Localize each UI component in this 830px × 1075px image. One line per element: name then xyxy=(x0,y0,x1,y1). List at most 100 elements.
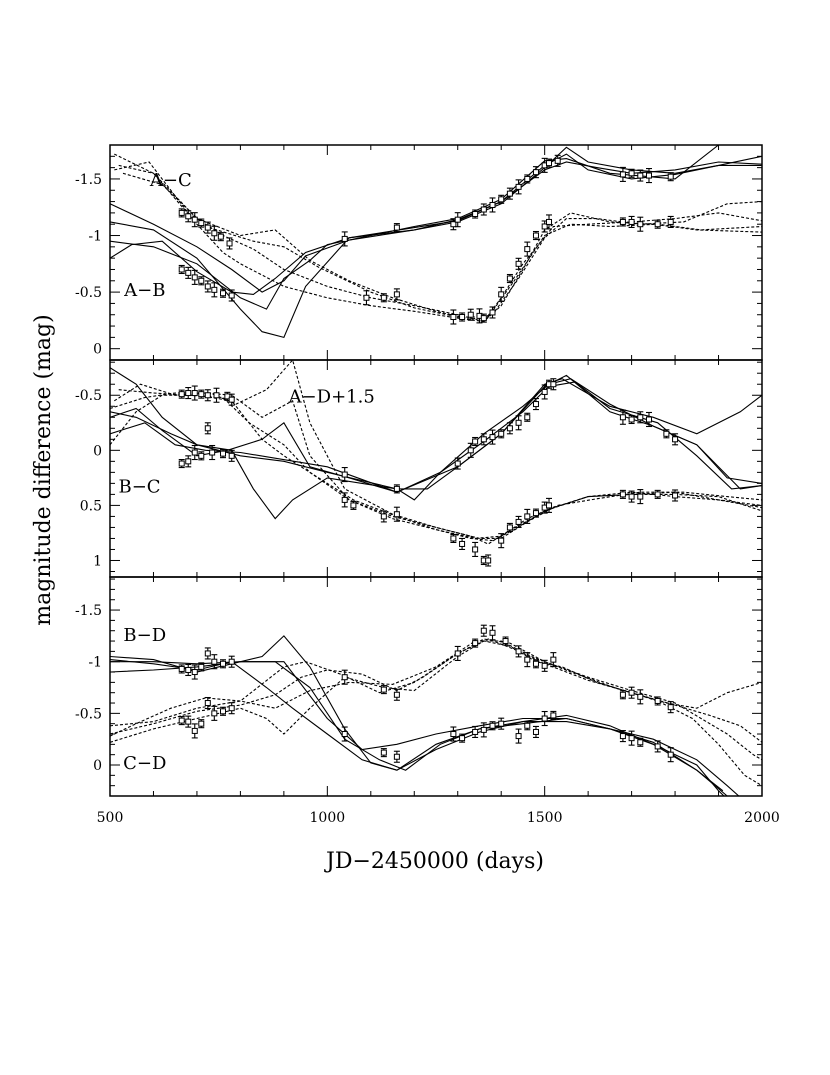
data-point xyxy=(191,669,198,676)
data-point xyxy=(515,733,522,740)
data-point xyxy=(341,235,348,242)
data-point xyxy=(550,656,557,663)
model-curve-solid xyxy=(110,381,762,501)
data-point xyxy=(226,240,233,247)
data-point xyxy=(541,662,548,669)
data-point xyxy=(204,392,211,399)
data-point xyxy=(450,221,457,228)
data-point xyxy=(619,491,626,498)
data-point xyxy=(532,660,539,667)
data-point xyxy=(459,735,466,742)
data-point xyxy=(209,449,216,456)
panel-plot-area xyxy=(110,360,762,567)
y-tick-label: 0 xyxy=(93,342,102,358)
data-point xyxy=(191,390,198,397)
data-point xyxy=(667,173,674,180)
data-point xyxy=(380,513,387,520)
data-point xyxy=(224,393,231,400)
data-point xyxy=(204,283,211,290)
data-point xyxy=(185,666,192,673)
data-point xyxy=(393,753,400,760)
panel-bottom: -1.5 -1 -0.5 0 B−D C−D xyxy=(75,576,763,797)
data-point xyxy=(489,309,496,316)
data-point xyxy=(191,216,198,223)
data-point xyxy=(380,294,387,301)
data-point xyxy=(472,640,479,647)
data-point xyxy=(524,513,531,520)
data-point xyxy=(524,656,531,663)
model-curve-dashed xyxy=(122,172,762,318)
data-point xyxy=(480,206,487,213)
y-tick-label: 0.5 xyxy=(80,498,102,514)
data-point xyxy=(211,658,218,665)
data-point xyxy=(515,518,522,525)
data-point xyxy=(178,460,185,467)
data-point xyxy=(220,708,227,715)
data-point xyxy=(380,749,387,756)
data-point xyxy=(637,693,644,700)
data-point xyxy=(506,275,513,282)
data-point xyxy=(454,650,461,657)
data-point xyxy=(654,491,661,498)
data-point xyxy=(472,728,479,735)
model-curve-dashed xyxy=(114,153,762,323)
data-point xyxy=(393,291,400,298)
y-tick-label: -0.5 xyxy=(75,285,102,301)
x-tick-label: 1000 xyxy=(310,810,346,826)
data-point xyxy=(485,557,492,564)
data-point xyxy=(228,658,235,665)
data-point xyxy=(546,160,553,167)
data-point xyxy=(459,540,466,547)
data-point xyxy=(393,511,400,518)
data-point xyxy=(515,419,522,426)
data-point xyxy=(524,414,531,421)
data-point xyxy=(524,246,531,253)
data-point xyxy=(467,311,474,318)
data-point xyxy=(541,388,548,395)
data-point xyxy=(541,223,548,230)
data-point xyxy=(204,650,211,657)
data-point xyxy=(550,381,557,388)
data-point xyxy=(489,434,496,441)
data-point xyxy=(619,171,626,178)
data-point xyxy=(506,190,513,197)
series-A−C xyxy=(178,154,674,250)
data-point xyxy=(654,221,661,228)
model-curve-solid xyxy=(110,378,762,493)
series-B−C xyxy=(178,378,679,494)
x-tick-label: 2000 xyxy=(744,810,780,826)
data-point xyxy=(450,314,457,320)
data-point xyxy=(228,705,235,712)
data-point xyxy=(198,663,205,670)
data-point xyxy=(637,414,644,421)
y-tick-label: -0.5 xyxy=(75,388,102,404)
data-point xyxy=(480,726,487,733)
data-point xyxy=(185,458,192,465)
x-tick-label: 1500 xyxy=(527,810,563,826)
data-point xyxy=(472,438,479,445)
data-point xyxy=(667,218,674,225)
data-point xyxy=(341,731,348,738)
y-tick-label: 0 xyxy=(93,758,102,774)
x-axis-title: JD−2450000 (days) xyxy=(324,849,544,874)
data-point xyxy=(532,728,539,735)
data-point xyxy=(228,396,235,403)
data-point xyxy=(532,510,539,517)
data-point xyxy=(220,660,227,667)
data-point xyxy=(211,286,218,293)
data-point xyxy=(191,449,198,456)
data-point xyxy=(628,735,635,742)
series-label: C−D xyxy=(123,753,166,774)
data-point xyxy=(532,232,539,239)
data-point xyxy=(619,218,626,225)
data-point xyxy=(228,452,235,459)
data-point xyxy=(628,416,635,423)
data-point xyxy=(220,290,227,297)
model-curve-dashed xyxy=(110,638,762,743)
data-point xyxy=(532,401,539,408)
data-point xyxy=(341,674,348,681)
data-point xyxy=(524,722,531,729)
data-point xyxy=(515,183,522,190)
y-tick-label: -0.5 xyxy=(75,706,102,722)
